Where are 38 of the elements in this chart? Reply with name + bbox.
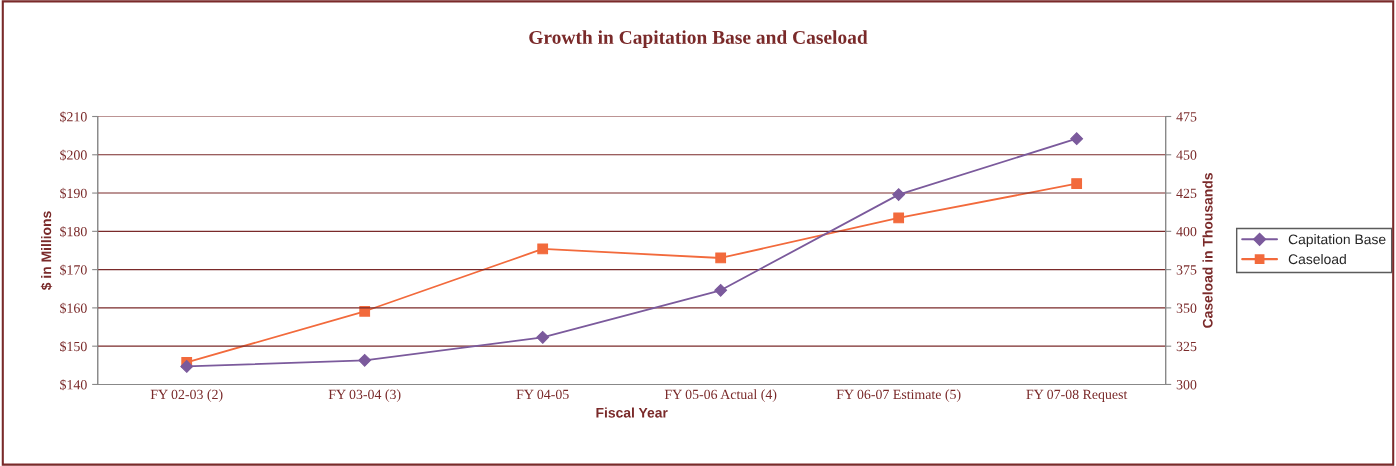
point <box>893 212 905 224</box>
x-tick-label: FY 07-08 Request <box>1026 389 1128 402</box>
legend-label: Capitation Base <box>1288 234 1386 247</box>
y-tick-label: $200 <box>60 149 87 161</box>
point <box>892 188 906 201</box>
y-tick-label: $190 <box>60 187 87 199</box>
point <box>1070 132 1084 146</box>
x-tick-label: FY 04-05 <box>516 389 569 400</box>
point <box>180 360 194 373</box>
x-axis-title: Fiscal Year <box>596 407 668 418</box>
x-tick-label: FY 03-04 (3) <box>328 389 401 402</box>
y2-tick-label: 300 <box>1176 380 1197 390</box>
y2-tick-label: 375 <box>1176 265 1197 275</box>
legend-label: Caseload <box>1288 253 1346 265</box>
point <box>1071 178 1083 190</box>
chart-title: Growth in Capitation Base and Caseload <box>529 30 868 48</box>
point <box>715 252 727 264</box>
y2-tick-label: 400 <box>1176 226 1197 237</box>
y-tick-label: $140 <box>60 379 87 391</box>
x-tick-label: FY 02-03 (2) <box>150 389 223 402</box>
y2-axis-title: Caseload in Thousands <box>1202 173 1213 328</box>
y2-tick-label: 350 <box>1176 303 1197 313</box>
x-tick-label: FY 06-07 Estimate (5) <box>836 389 961 402</box>
y2-tick-label: 450 <box>1176 150 1197 160</box>
point <box>536 330 550 344</box>
y2-tick-label: 475 <box>1176 112 1197 122</box>
point <box>537 243 549 255</box>
point <box>714 283 728 297</box>
y-tick-label: $160 <box>60 302 87 314</box>
y2-tick-label: 425 <box>1176 188 1197 199</box>
y-axis-title: $ in Millions <box>40 211 53 291</box>
y-tick-label: $170 <box>60 264 87 276</box>
point <box>358 353 372 367</box>
y-tick-label: $150 <box>60 340 87 353</box>
x-tick-label: FY 05-06 Actual (4) <box>664 389 777 402</box>
y-tick-label: $180 <box>60 226 87 238</box>
y2-tick-label: 325 <box>1176 341 1197 352</box>
y-tick-label: $210 <box>60 111 87 123</box>
